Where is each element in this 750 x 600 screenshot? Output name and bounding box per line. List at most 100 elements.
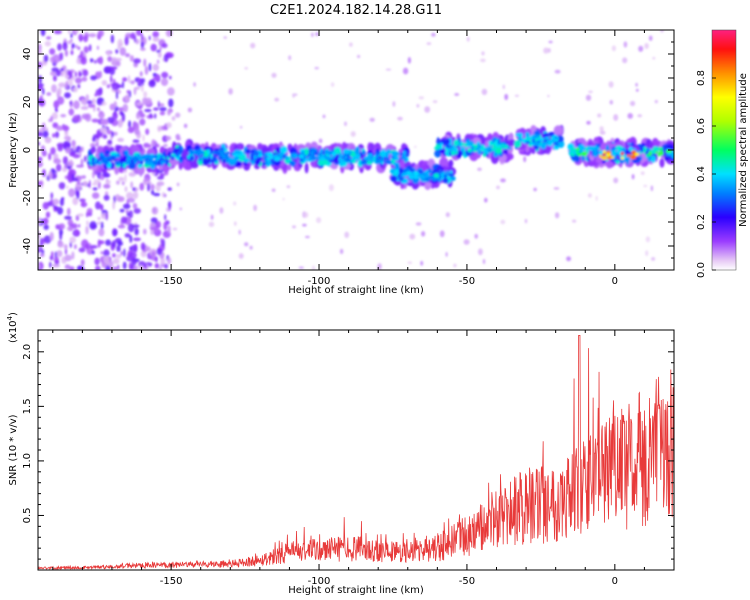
heatmap-noise-cell (311, 32, 314, 37)
heatmap-noise-cell (42, 202, 49, 210)
heatmap-ridge-halo (448, 159, 454, 168)
heatmap-ridge-core (128, 162, 136, 170)
heatmap-noise-cell (117, 241, 123, 246)
heatmap-noise-cell (97, 30, 104, 37)
heatmap-noise-cell (143, 228, 147, 235)
heatmap-noise-cell (599, 130, 606, 135)
heatmap-noise-cell (478, 248, 483, 256)
heatmap-ridge-peak (198, 151, 205, 155)
heatmap-noise-cell (83, 155, 87, 163)
heatmap-noise-cell (139, 118, 146, 126)
x-tick-label: -150 (160, 276, 183, 287)
heatmap-noise-cell (481, 88, 488, 96)
heatmap-ridge-core (342, 148, 351, 155)
heatmap-noise-cell (644, 43, 649, 49)
heatmap-noise-cell (500, 219, 506, 225)
heatmap-noise-cell (111, 240, 117, 248)
heatmap-noise-cell (94, 93, 98, 97)
heatmap-noise-cell (120, 216, 128, 224)
x-tick-label: -50 (459, 576, 475, 587)
heatmap-ridge-peak (576, 152, 582, 157)
heatmap-noise-cell (107, 139, 113, 145)
heatmap-noise-cell (79, 198, 86, 203)
heatmap-ridge-peak (581, 151, 588, 157)
heatmap-noise-cell (424, 106, 431, 113)
heatmap-noise-cell (76, 181, 81, 185)
heatmap-ridge-core (394, 163, 401, 171)
heatmap-noise-cell (316, 217, 322, 224)
heatmap-noise-cell (175, 112, 181, 118)
heatmap-ridge-peak (278, 152, 284, 157)
heatmap-noise-cell (38, 43, 42, 52)
snr-series-line (38, 335, 674, 570)
heatmap-noise-cell (122, 103, 129, 113)
heatmap-noise-cell (533, 187, 537, 192)
heatmap-ridge-core (579, 146, 585, 153)
heatmap-noise-cell (150, 43, 157, 52)
heatmap-noise-cell (152, 63, 160, 72)
heatmap-noise-cell (328, 184, 334, 192)
heatmap-noise-cell (74, 244, 77, 250)
heatmap-noise-cell (86, 220, 89, 226)
heatmap-noise-cell (80, 259, 85, 266)
heatmap-ridge-core (222, 159, 227, 164)
heatmap-noise-cell (81, 76, 88, 82)
heatmap-ridge-peak (440, 142, 443, 147)
heatmap-noise-cell (98, 70, 103, 78)
heatmap-ridge-peak (467, 141, 473, 147)
heatmap-noise-cell (38, 156, 43, 162)
heatmap-ridge-core (515, 132, 524, 137)
heatmap-noise-cell (151, 172, 155, 176)
heatmap-noise-cell (113, 266, 118, 270)
heatmap-noise-cell (157, 52, 162, 58)
heatmap-noise-cell (127, 223, 135, 233)
heatmap-noise-cell (139, 71, 143, 77)
heatmap-noise-cell (56, 125, 64, 131)
heatmap-noise-cell (223, 36, 227, 39)
heatmap-ridge-peak (266, 152, 273, 157)
heatmap-noise-cell (481, 51, 485, 56)
heatmap-noise-cell (588, 90, 593, 93)
heatmap-noise-cell (146, 144, 152, 148)
colorbar-label: Normalized spectral amplitude (738, 73, 749, 227)
heatmap-noise-cell (106, 50, 111, 56)
heatmap-ridge-halo (238, 143, 243, 151)
heatmap-noise-cell (105, 212, 108, 221)
heatmap-noise-cell (52, 263, 60, 268)
heatmap-ridge-peak (553, 141, 557, 146)
heatmap-noise-cell (115, 90, 119, 100)
heatmap-ridge-core (354, 146, 361, 155)
heatmap-ridge-core (124, 149, 129, 157)
heatmap-ridge-core (349, 152, 356, 157)
heatmap-noise-cell (136, 101, 142, 107)
heatmap-noise-cell (554, 69, 561, 74)
heatmap-ridge-peak (368, 158, 374, 162)
heatmap-ridge-peak (375, 157, 380, 162)
heatmap-ridge-core (398, 167, 403, 175)
x-tick-label: 0 (612, 576, 618, 587)
heatmap-noise-cell (75, 229, 79, 236)
heatmap-ridge-core (442, 177, 449, 184)
heatmap-panel: -150 -100 -50 0 -40 -20 0 20 40 Height of straig… (8, 29, 675, 296)
heatmap-noise-cell (139, 182, 145, 191)
heatmap-noise-cell (44, 136, 52, 144)
heatmap-noise-cell (105, 239, 112, 246)
heatmap-noise-cell (89, 58, 94, 63)
heatmap-noise-cell (151, 139, 156, 147)
heatmap-noise-cell (53, 30, 62, 35)
heatmap-noise-cell (193, 82, 196, 87)
heatmap-noise-cell (76, 190, 80, 200)
heatmap-noise-cell (502, 84, 505, 90)
heatmap-ridge-peak (114, 160, 121, 165)
heatmap-noise-cell (638, 45, 644, 52)
heatmap-noise-cell (344, 121, 347, 127)
heatmap-noise-cell (144, 108, 152, 113)
heatmap-noise-cell (97, 216, 101, 221)
heatmap-noise-cell (101, 80, 108, 86)
heatmap-noise-cell (68, 30, 71, 35)
heatmap-noise-cell (64, 247, 68, 255)
heatmap-noise-cell (504, 93, 509, 101)
heatmap-noise-cell (106, 84, 111, 89)
heatmap-noise-cell (439, 230, 445, 238)
heatmap-ridge-peak (480, 146, 487, 151)
